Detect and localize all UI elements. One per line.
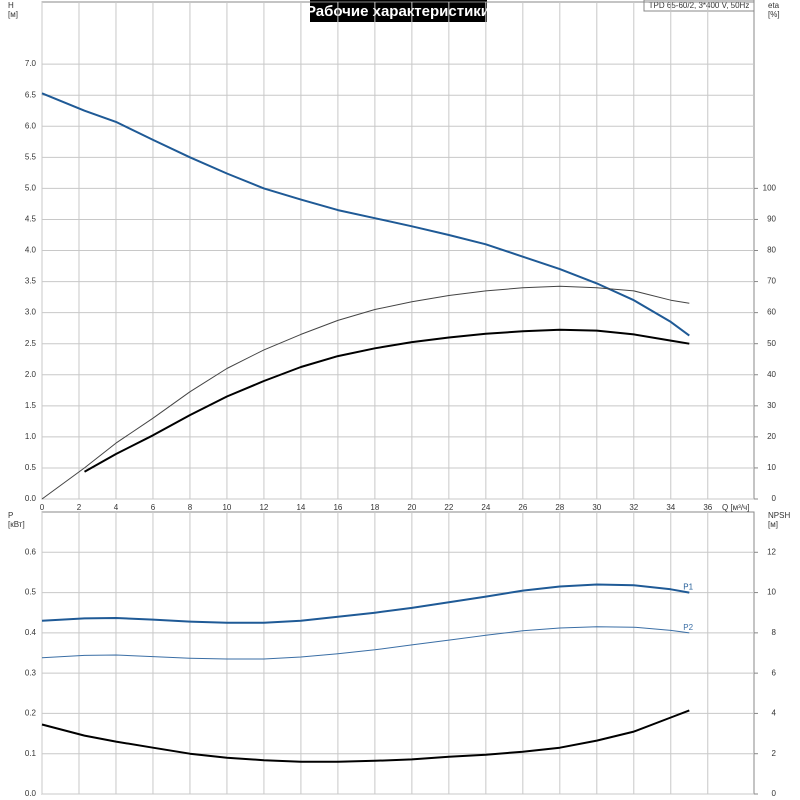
x-tick-label: 8 — [188, 503, 193, 512]
x-tick-label: 36 — [703, 503, 712, 512]
x-tick-label: 34 — [666, 503, 675, 512]
y-tick-label: 7.0 — [25, 59, 37, 68]
x-tick-label: 4 — [114, 503, 119, 512]
curve — [41, 92, 690, 337]
y-tick-label: 2.5 — [25, 339, 37, 348]
y2-tick-label: 10 — [767, 463, 776, 472]
x-tick-label: 12 — [259, 503, 268, 512]
y2-axis-label: eta — [768, 1, 780, 10]
title-box — [310, 0, 487, 22]
curve — [41, 709, 690, 763]
y2-tick-label: 80 — [767, 246, 776, 255]
plot-area — [41, 511, 755, 795]
x-tick-label: 6 — [151, 503, 156, 512]
y-axis-unit: [м] — [8, 10, 18, 19]
y2-tick-label: 70 — [767, 277, 776, 286]
curve — [41, 626, 690, 660]
x-tick-label: 14 — [296, 503, 305, 512]
y-tick-label: 0.4 — [25, 628, 37, 637]
model-label: TPD 65-60/2, 3*400 V, 50Hz — [649, 1, 750, 10]
y2-tick-label: 30 — [767, 401, 776, 410]
chart-title: Рабочие характеристики — [306, 3, 490, 20]
y-tick-label: 0.5 — [25, 588, 37, 597]
x-tick-label: 10 — [222, 503, 231, 512]
series-label: P1 — [683, 583, 693, 592]
y-tick-label: 5.5 — [25, 152, 37, 161]
y-tick-label: 6.0 — [25, 121, 37, 130]
y-tick-label: 3.0 — [25, 308, 37, 317]
y2-tick-label: 20 — [767, 432, 776, 441]
y2-tick-label: 90 — [767, 215, 776, 224]
y2-tick-label: 4 — [772, 709, 777, 718]
y-tick-label: 0.0 — [25, 494, 37, 503]
y-tick-label: 0.5 — [25, 463, 37, 472]
curve — [41, 285, 690, 500]
y2-axis-unit: [м] — [768, 520, 778, 529]
x-tick-label: 30 — [592, 503, 601, 512]
y2-axis-label: NPSH — [768, 511, 790, 520]
y2-tick-label: 0 — [772, 789, 777, 798]
y2-tick-label: 100 — [763, 183, 777, 192]
y-tick-label: 6.5 — [25, 90, 37, 99]
x-tick-label: 32 — [629, 503, 638, 512]
y-tick-label: 0.2 — [25, 709, 37, 718]
x-tick-label: 22 — [444, 503, 453, 512]
x-tick-label: 26 — [518, 503, 527, 512]
y-tick-label: 1.5 — [25, 401, 37, 410]
y-tick-label: 5.0 — [25, 183, 37, 192]
x-tick-label: 2 — [77, 503, 82, 512]
y-tick-label: 0.3 — [25, 668, 37, 677]
y-tick-label: 0.0 — [25, 789, 37, 798]
y2-tick-label: 8 — [772, 628, 777, 637]
y2-axis-unit: [%] — [768, 10, 780, 19]
y2-tick-label: 10 — [767, 588, 776, 597]
y2-tick-label: 40 — [767, 370, 776, 379]
y2-tick-label: 60 — [767, 308, 776, 317]
y2-tick-label: 50 — [767, 339, 776, 348]
y-tick-label: 4.5 — [25, 215, 37, 224]
y2-tick-label: 6 — [772, 668, 777, 677]
x-tick-label: 24 — [481, 503, 490, 512]
x-tick-label: 28 — [555, 503, 564, 512]
y-tick-label: 2.0 — [25, 370, 37, 379]
x-tick-label: 20 — [407, 503, 416, 512]
y-tick-label: 0.1 — [25, 749, 37, 758]
y-tick-label: 1.0 — [25, 432, 37, 441]
y-tick-label: 3.5 — [25, 277, 37, 286]
y2-tick-label: 12 — [767, 547, 776, 556]
x-axis-label: Q [м³/ч] — [722, 503, 749, 512]
series-label: P2 — [683, 623, 693, 632]
x-tick-label: 18 — [370, 503, 379, 512]
curve — [41, 583, 690, 624]
y-tick-label: 0.6 — [25, 547, 37, 556]
y-axis-unit: [кВт] — [8, 520, 25, 529]
y2-tick-label: 0 — [772, 494, 777, 503]
y-axis-label: P — [8, 511, 13, 520]
y-axis-label: H — [8, 1, 14, 10]
x-tick-label: 16 — [333, 503, 342, 512]
curve — [84, 328, 690, 473]
y2-tick-label: 2 — [772, 749, 777, 758]
y-tick-label: 4.0 — [25, 246, 37, 255]
x-tick-label: 0 — [40, 503, 45, 512]
